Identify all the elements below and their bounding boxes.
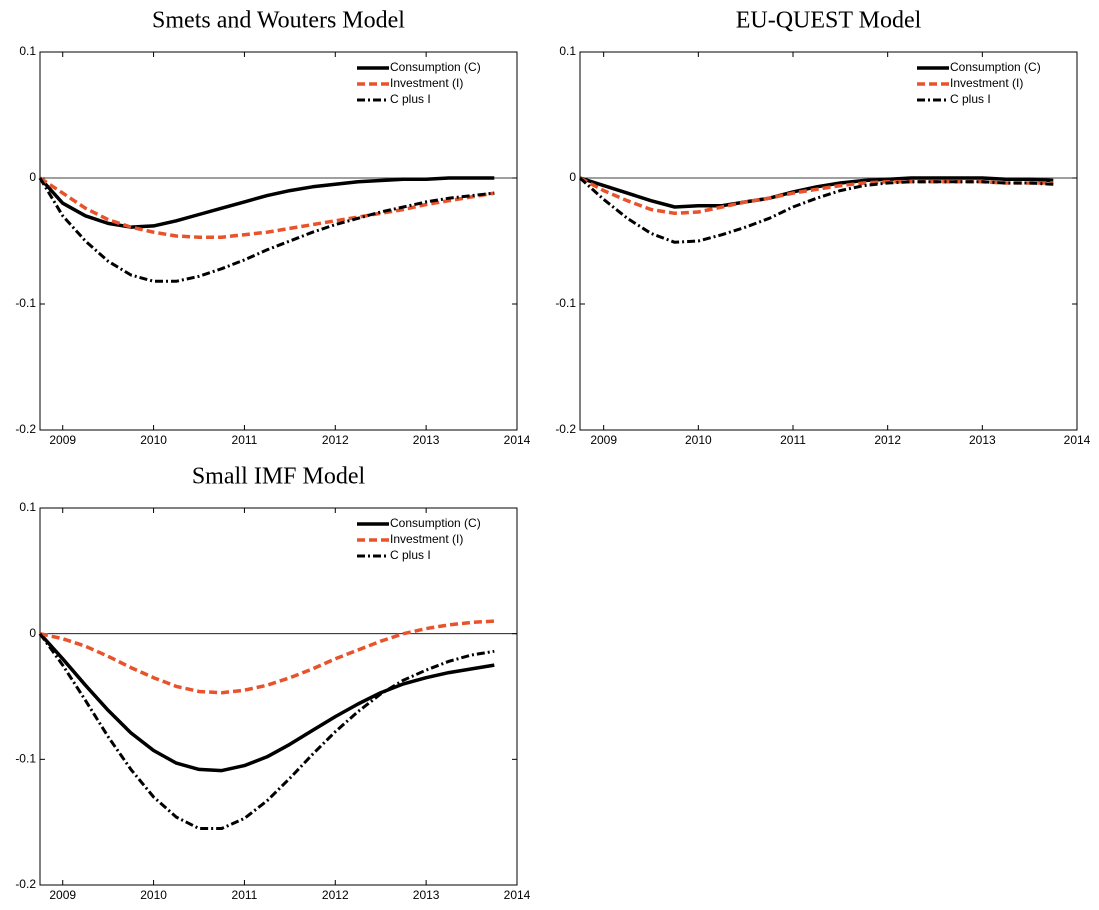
y-tick-label: 0.1 [19,500,36,514]
y-tick-label: -0.1 [15,752,36,766]
y-tick-label: -0.1 [15,296,36,310]
y-tick-label: -0.1 [555,296,576,310]
chart-title: Smets and Wouters Model [152,8,405,34]
x-tick-label: 2009 [49,433,76,447]
legend-label: Investment (I) [390,532,463,546]
x-tick-label: 2011 [780,433,806,447]
x-tick-label: 2013 [413,888,440,902]
legend-label: Investment (I) [950,76,1023,90]
series-line [39,619,495,695]
y-tick-label: -0.2 [15,877,36,891]
y-tick-label: 0.1 [559,44,576,58]
plot-frame [579,51,1078,431]
x-tick-label: 2009 [590,433,617,447]
plot-frame [39,51,518,431]
y-tick-label: 0.1 [19,44,36,58]
legend-label: Consumption (C) [390,516,481,530]
y-tick-label: 0 [569,170,576,184]
series-line [579,176,1054,216]
series-line [38,176,495,229]
x-tick-label: 2011 [232,433,258,447]
x-tick-label: 2014 [504,888,531,902]
x-tick-label: 2014 [504,433,531,447]
legend-label: Consumption (C) [950,60,1041,74]
legend-label: C plus I [950,92,991,106]
series-line [38,632,495,773]
series-line [578,176,1054,244]
x-tick-label: 2011 [232,888,258,902]
legend-label: Consumption (C) [390,60,481,74]
plot-frame [39,507,518,886]
legend-label: C plus I [390,92,431,106]
legend-label: Investment (I) [390,76,463,90]
y-tick-label: -0.2 [555,422,576,436]
x-tick-label: 2012 [322,888,349,902]
series-line [38,632,495,830]
y-tick-label: 0 [29,170,36,184]
x-tick-label: 2014 [1064,433,1091,447]
x-tick-label: 2010 [685,433,712,447]
y-tick-label: 0 [29,626,36,640]
y-tick-label: -0.2 [15,422,36,436]
x-tick-label: 2010 [140,433,167,447]
chart-title: EU-QUEST Model [736,8,922,34]
x-tick-label: 2013 [969,433,996,447]
x-tick-label: 2012 [874,433,901,447]
series-line [39,176,495,239]
series-line [38,177,495,283]
x-tick-label: 2012 [322,433,349,447]
x-tick-label: 2013 [413,433,440,447]
legend-label: C plus I [390,548,431,562]
x-tick-label: 2009 [49,888,76,902]
chart-title: Small IMF Model [192,464,366,490]
series-line [579,176,1054,209]
x-tick-label: 2010 [140,888,167,902]
